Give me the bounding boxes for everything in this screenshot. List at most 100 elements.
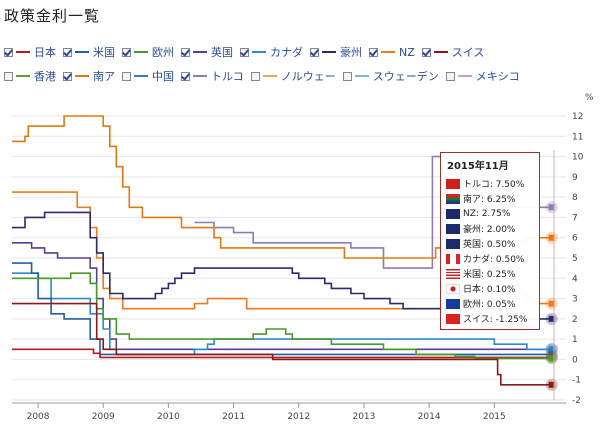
y-tick-label: 10 [572,153,584,163]
legend-item[interactable]: ノルウェー [250,68,336,84]
flag-ch-icon [446,313,460,324]
legend-swatch [252,51,266,53]
legend-checkbox[interactable] [122,71,131,81]
y-tick-label: 6 [572,234,578,244]
tooltip-row: 日本: 0.10% [441,281,539,296]
tooltip-row: 豪州: 2.00% [441,221,539,236]
legend-item[interactable]: 香港 [4,68,56,84]
flag-ca-icon [446,253,460,264]
legend-swatch [134,51,148,53]
legend-label: 欧州 [152,46,174,59]
flag-au-icon [446,223,460,234]
legend-item[interactable]: スイス [421,44,485,60]
series-line-欧州 [12,272,550,360]
legend-checkbox[interactable] [250,71,260,81]
legend-item[interactable]: 欧州 [122,44,174,60]
legend-swatch [193,75,207,77]
x-tick-label: 2008 [27,412,50,422]
flag-jp-icon [446,283,460,294]
legend-label: 英国 [211,46,233,59]
legend-swatch [457,75,472,77]
legend-item[interactable]: スウェーデン [342,68,439,84]
legend-checkbox[interactable] [240,47,249,57]
y-tick-label: 5 [572,254,578,264]
legend-label: メキシコ [475,70,520,83]
legend-item[interactable]: NZ [369,46,415,59]
y-tick-label: 1 [572,335,578,345]
legend-label: ノルウェー [280,70,336,83]
legend-item[interactable]: 日本 [4,44,56,60]
tooltip-row: トルコ: 7.50% [441,176,539,191]
flag-gb-icon [446,238,460,249]
series-end-marker-トルコ [548,204,555,211]
legend-swatch [381,51,395,53]
legend-checkbox[interactable] [369,47,378,57]
flag-za-icon [446,193,460,204]
legend-checkbox[interactable] [445,71,455,81]
series-end-marker-カナダ [548,346,555,353]
legend-label: カナダ [270,46,303,59]
series-line-豪州 [12,211,550,320]
y-tick-label: 0 [572,355,578,365]
tooltip-row-label: スイス: -1.25% [463,315,528,325]
tooltip-row-label: トルコ: 7.50% [463,180,525,190]
tooltip-row: NZ: 2.75% [441,206,539,221]
legend-swatch [75,51,89,53]
legend-checkbox[interactable] [63,71,72,81]
y-tick-label: 7 [572,213,578,223]
y-tick-label: -1 [572,376,581,386]
legend-item[interactable]: カナダ [240,44,303,60]
legend-label: 香港 [34,70,56,83]
legend-label: スイス [451,46,485,59]
x-tick-label: 2009 [92,412,115,422]
legend-swatch [322,51,336,53]
flag-us-icon [446,268,460,279]
tooltip-row: 英国: 0.50% [441,236,539,251]
legend-checkbox[interactable] [4,47,13,57]
legend-item[interactable]: メキシコ [445,68,520,84]
x-tick-label: 2013 [352,412,375,422]
legend-swatch [193,51,207,53]
legend-checkbox[interactable] [63,47,72,57]
legend-checkbox[interactable] [342,71,352,81]
y-tick-label: 12 [572,112,583,122]
tooltip-row-label: 日本: 0.10% [463,285,516,295]
hover-tooltip: 2015年11月 トルコ: 7.50% 南ア: 6.25% NZ: 2.75% 豪州:… [440,152,540,330]
legend-checkbox[interactable] [421,47,431,57]
tooltip-row: 米国: 0.25% [441,266,539,281]
legend-checkbox[interactable] [122,47,131,57]
tooltip-row-label: 米国: 0.25% [463,270,516,280]
x-tick-label: 2015 [483,412,506,422]
legend-swatch [134,75,148,77]
tooltip-row-label: 豪州: 2.00% [463,225,516,235]
y-tick-label: 4 [572,274,578,284]
series-end-marker-スイス [548,381,555,388]
tooltip-row-label: 南ア: 6.25% [463,195,516,205]
series-end-marker-欧州 [548,355,555,362]
legend-item[interactable]: 米国 [63,44,115,60]
legend-label: 中国 [152,70,174,83]
legend-checkbox[interactable] [181,47,190,57]
y-tick-label: 8 [572,193,578,203]
legend-checkbox[interactable] [181,71,190,81]
x-tick-label: 2011 [222,412,245,422]
legend-item[interactable]: トルコ [181,68,244,84]
legend-row-1: 日本 米国 欧州 英国 カナダ 豪州 NZ スイス [4,44,491,60]
tooltip-row: スイス: -1.25% [441,311,539,326]
tooltip-title: 2015年11月 [447,161,509,172]
x-tick-label: 2014 [418,412,441,422]
legend-item[interactable]: 中国 [122,68,174,84]
legend-swatch [262,75,277,77]
legend-checkbox[interactable] [310,47,319,57]
legend-label: スウェーデン [372,70,439,83]
legend-checkbox[interactable] [4,71,13,81]
legend-swatch [433,51,448,53]
y-axis-unit: % [585,93,594,103]
legend-item[interactable]: 英国 [181,44,233,60]
tooltip-row-label: 英国: 0.50% [463,240,516,250]
legend-item[interactable]: 豪州 [310,44,362,60]
legend-item[interactable]: 南ア [63,68,115,84]
series-line-英国 [12,242,550,351]
legend-label: 南ア [93,70,115,83]
